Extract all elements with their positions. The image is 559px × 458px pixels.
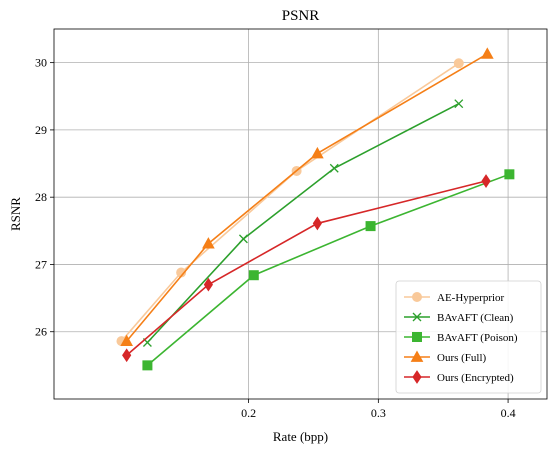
legend-marker [412, 312, 422, 322]
y-tick-label: 28 [35, 190, 47, 204]
y-tick-label: 29 [35, 123, 47, 137]
series-line [126, 53, 488, 342]
series-4 [122, 174, 491, 363]
legend-marker [410, 350, 424, 362]
y-tick-label: 30 [35, 56, 47, 70]
legend-item: BAvAFT (Clean) [404, 312, 514, 324]
legend-marker [412, 370, 422, 384]
legend-marker [412, 332, 422, 342]
series-layer [116, 47, 515, 371]
series-line [146, 102, 460, 344]
y-axis-label: RSNR [8, 197, 23, 231]
data-point [365, 221, 376, 232]
x-tick-label: 0.4 [501, 406, 516, 420]
legend-label: BAvAFT (Clean) [437, 312, 514, 324]
y-tick-label: 27 [35, 257, 47, 271]
legend-item: Ours (Encrypted) [404, 370, 514, 384]
legend-label: Ours (Encrypted) [437, 372, 514, 384]
data-point [203, 277, 213, 292]
data-point [329, 163, 339, 173]
legend-item: AE-Hyperprior [404, 292, 505, 304]
chart-title: PSNR [282, 8, 320, 24]
series-3 [120, 47, 494, 347]
data-point [202, 237, 215, 249]
data-point [453, 58, 464, 69]
data-point [120, 334, 134, 347]
data-point [238, 234, 248, 244]
legend-item: BAvAFT (Poison) [404, 332, 518, 344]
series-line [120, 62, 460, 342]
data-point [142, 360, 153, 371]
x-tick-label: 0.3 [371, 406, 386, 420]
series-2 [142, 169, 515, 371]
data-point [248, 270, 259, 281]
series-line [146, 173, 510, 366]
legend-label: AE-Hyperprior [437, 292, 505, 304]
legend-item: Ours (Full) [404, 350, 487, 364]
legend: AE-Hyperprior BAvAFT (Clean) BAvAFT (Poiso… [395, 280, 542, 394]
x-tick-label: 0.2 [241, 406, 256, 420]
data-point [480, 47, 494, 59]
data-point [454, 99, 464, 109]
legend-box [395, 280, 542, 394]
data-point [122, 348, 132, 363]
axes: 0.2 0.3 0.4 26 27 28 29 30 [35, 56, 516, 420]
data-point [504, 169, 515, 180]
grid [54, 29, 547, 399]
legend-label: BAvAFT (Poison) [437, 332, 518, 344]
series-1 [142, 99, 464, 347]
data-point [481, 174, 491, 188]
series-line [126, 180, 487, 356]
data-point [311, 146, 324, 159]
data-point [312, 216, 322, 231]
legend-label: Ours (Full) [437, 352, 487, 364]
legend-marker [412, 292, 422, 302]
x-axis-label: Rate (bpp) [273, 429, 328, 444]
plot-frame [53, 28, 548, 400]
y-tick-label: 26 [35, 325, 47, 339]
